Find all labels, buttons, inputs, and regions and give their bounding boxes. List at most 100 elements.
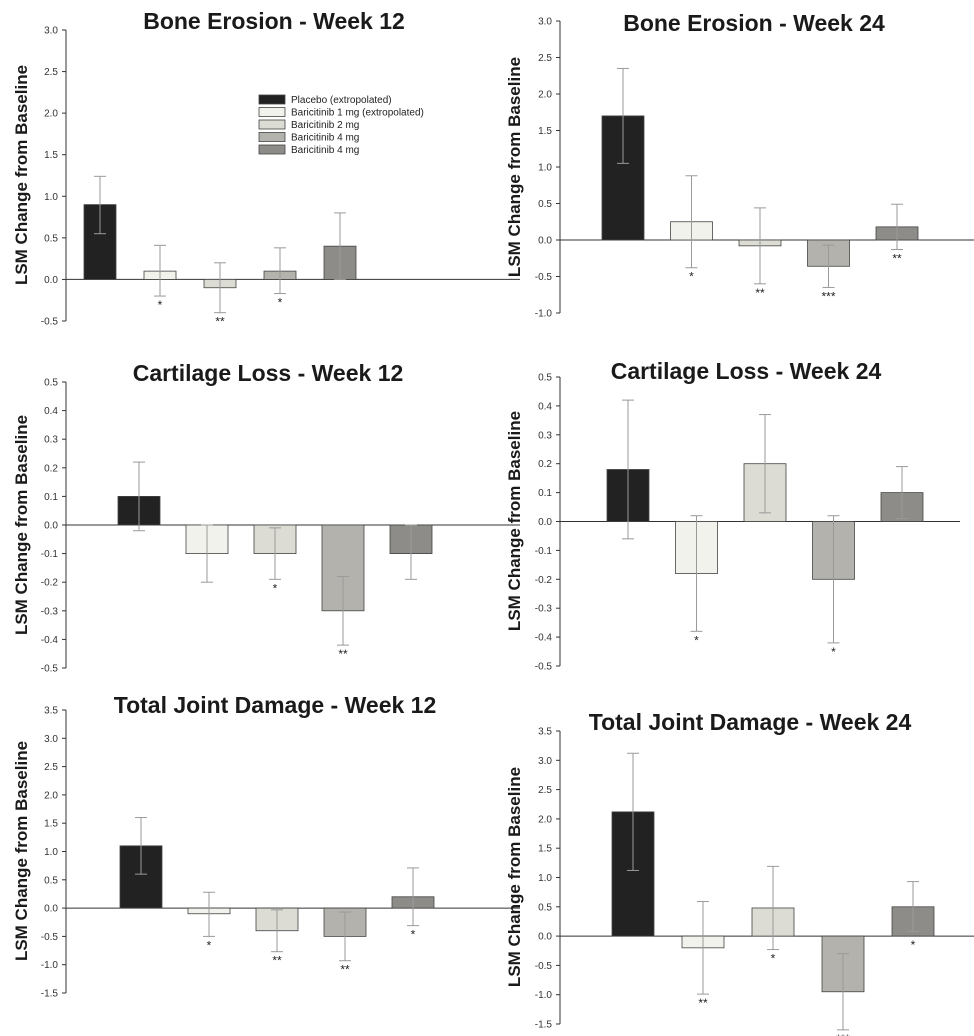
chart-panel-3: Cartilage Loss - Week 12 LSM Change from …: [12, 360, 520, 675]
y-tick-label: 0.0: [538, 236, 552, 247]
y-tick-label: 1.5: [44, 150, 58, 161]
significance-marker: *: [771, 952, 776, 966]
y-tick-label: 2.5: [44, 67, 58, 78]
y-tick-label: -1.5: [535, 1020, 553, 1031]
y-tick-label: 0.5: [538, 199, 552, 210]
legend-swatch: [258, 119, 286, 130]
chart-panel-5: Total Joint Damage - Week 12 LSM Change f…: [12, 692, 520, 1000]
chart-title: Total Joint Damage - Week 12: [114, 692, 437, 718]
y-tick-label: 2.0: [538, 90, 552, 101]
y-tick-label: -0.1: [535, 546, 553, 557]
y-tick-label: -0.5: [535, 961, 553, 972]
y-axis-label: LSM Change from Baseline: [505, 411, 524, 631]
y-tick-label: 3.0: [538, 17, 552, 28]
legend-label: Placebo (extropolated): [291, 95, 392, 106]
y-tick-label: -0.2: [535, 575, 553, 586]
significance-marker: *: [158, 298, 163, 312]
y-tick-label: 1.5: [538, 126, 552, 137]
legend-label: Baricitinib 4 mg: [291, 145, 359, 156]
y-tick-label: -0.4: [41, 635, 59, 646]
y-tick-label: 1.5: [538, 844, 552, 855]
significance-marker: **: [755, 286, 765, 300]
chart-panel-6: Total Joint Damage - Week 24 LSM Change f…: [505, 709, 974, 1036]
y-tick-label: -0.5: [535, 662, 553, 673]
y-tick-label: 3.0: [538, 756, 552, 767]
significance-marker: **: [698, 996, 708, 1010]
legend-swatch: [258, 107, 286, 117]
y-tick-label: 0.5: [538, 373, 552, 384]
y-tick-label: 0.0: [44, 275, 58, 286]
y-tick-label: 0.0: [44, 904, 58, 915]
chart-title: Cartilage Loss - Week 12: [133, 360, 404, 386]
y-tick-label: 0.4: [44, 406, 58, 417]
chart-panel-2: Bone Erosion - Week 24 LSM Change from Ba…: [505, 10, 974, 320]
significance-marker: *: [207, 938, 212, 952]
legend-swatch: [258, 94, 286, 105]
chart-title: Bone Erosion - Week 24: [623, 10, 885, 36]
y-tick-label: 1.0: [44, 192, 58, 203]
y-tick-label: 0.0: [538, 932, 552, 943]
y-tick-label: 1.0: [538, 873, 552, 884]
y-tick-label: 0.1: [538, 488, 552, 499]
significance-marker: **: [338, 647, 348, 661]
significance-marker: ***: [821, 289, 835, 303]
y-tick-label: 2.0: [44, 790, 58, 801]
significance-marker: **: [892, 251, 902, 265]
y-tick-label: -1.0: [41, 960, 59, 971]
y-tick-label: 0.5: [44, 875, 58, 886]
significance-marker: *: [273, 581, 278, 595]
y-tick-label: 2.5: [538, 53, 552, 64]
y-tick-label: 0.0: [538, 517, 552, 528]
y-tick-label: 2.5: [538, 785, 552, 796]
significance-marker: **: [340, 963, 350, 977]
y-axis-label: LSM Change from Baseline: [505, 767, 524, 987]
y-axis-label: LSM Change from Baseline: [12, 415, 31, 635]
y-tick-label: -0.5: [535, 272, 553, 283]
y-tick-label: 0.5: [538, 902, 552, 913]
y-tick-label: 2.0: [538, 814, 552, 825]
y-tick-label: 0.2: [44, 463, 58, 474]
chart-title: Bone Erosion - Week 12: [143, 8, 405, 34]
y-tick-label: 1.0: [44, 847, 58, 858]
y-tick-label: 0.5: [44, 233, 58, 244]
y-tick-label: 0.4: [538, 401, 552, 412]
y-tick-label: -0.2: [41, 578, 59, 589]
legend-label: Baricitinib 2 mg: [291, 120, 359, 131]
y-axis-label: LSM Change from Baseline: [505, 57, 524, 277]
y-tick-label: 0.3: [44, 435, 58, 446]
y-tick-label: 1.0: [538, 163, 552, 174]
y-tick-label: 3.5: [44, 706, 58, 717]
y-tick-label: -0.4: [535, 633, 553, 644]
y-tick-label: 0.1: [44, 492, 58, 503]
y-axis-label: LSM Change from Baseline: [12, 741, 31, 961]
y-tick-label: 1.5: [44, 819, 58, 830]
significance-marker: *: [411, 928, 416, 942]
y-tick-label: 0.0: [44, 521, 58, 532]
y-tick-label: -0.5: [41, 664, 59, 675]
significance-marker: *: [911, 938, 916, 952]
y-tick-label: -0.1: [41, 549, 59, 560]
legend-label: Baricitinib 4 mg: [291, 133, 359, 144]
y-tick-label: -0.5: [41, 932, 59, 943]
y-tick-label: 0.3: [538, 430, 552, 441]
y-tick-label: 0.2: [538, 459, 552, 470]
legend-swatch: [258, 132, 286, 142]
bar-4: [321, 524, 365, 612]
y-tick-label: 2.0: [44, 109, 58, 120]
significance-marker: ***: [836, 1032, 850, 1036]
legend: Placebo (extropolated) Baricitinib 1 mg (…: [258, 94, 424, 156]
y-axis-label: LSM Change from Baseline: [12, 65, 31, 285]
significance-marker: *: [831, 645, 836, 659]
significance-marker: *: [689, 270, 694, 284]
y-tick-label: -1.0: [535, 990, 553, 1001]
significance-marker: **: [215, 315, 225, 329]
y-tick-label: 3.0: [44, 26, 58, 37]
y-tick-label: -1.5: [41, 989, 59, 1000]
y-tick-label: -0.3: [41, 606, 59, 617]
y-tick-label: 2.5: [44, 762, 58, 773]
chart-panel-1: Bone Erosion - Week 12 LSM Change from Ba…: [12, 8, 520, 329]
chart-title: Total Joint Damage - Week 24: [589, 709, 912, 735]
y-tick-label: 3.0: [44, 734, 58, 745]
significance-marker: *: [694, 633, 699, 647]
